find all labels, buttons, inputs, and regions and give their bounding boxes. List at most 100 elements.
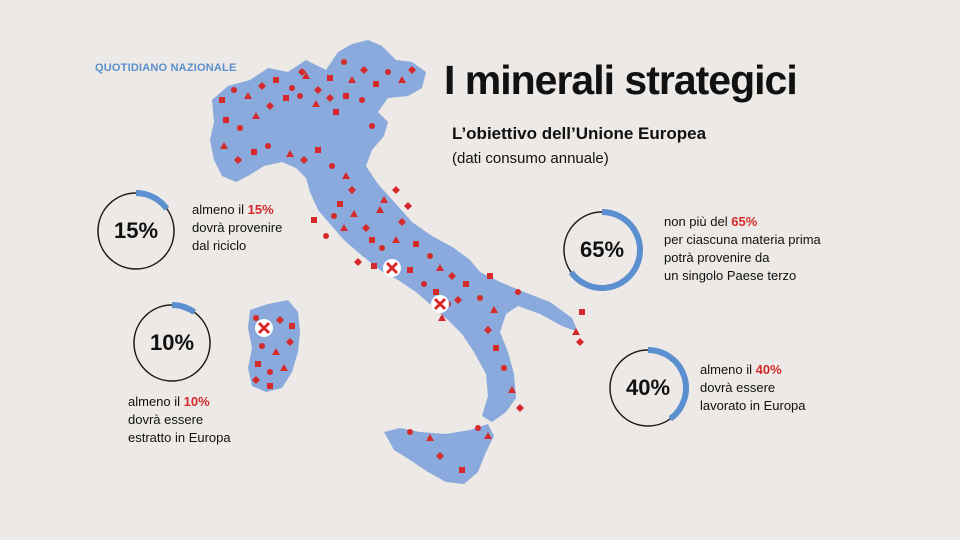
mine-marker: [252, 112, 260, 119]
mine-marker: [408, 66, 416, 74]
mine-marker: [354, 258, 362, 266]
mine-marker: [392, 236, 400, 243]
mine-marker: [337, 201, 343, 207]
mine-marker: [315, 147, 321, 153]
mine-markers: [219, 59, 585, 473]
ring-riciclo: 15%: [94, 189, 178, 273]
mine-marker: [343, 93, 349, 99]
mine-marker: [385, 69, 391, 75]
mine-marker: [329, 163, 335, 169]
mine-marker: [426, 434, 434, 441]
mine-marker: [398, 218, 406, 226]
mine-marker: [286, 150, 294, 157]
mine-marker: [459, 467, 465, 473]
data-note: (dati consumo annuale): [452, 150, 609, 167]
mine-marker: [219, 97, 225, 103]
mine-marker: [350, 210, 358, 217]
page-subtitle: L’obiettivo dell’Unione Europea: [452, 124, 707, 143]
mine-marker: [448, 272, 456, 280]
mine-marker: [220, 142, 228, 149]
major-site-x-icon: [433, 297, 447, 311]
mine-marker: [484, 326, 492, 334]
mine-marker: [266, 102, 274, 110]
mine-marker: [436, 452, 444, 460]
mine-marker: [407, 429, 413, 435]
mine-marker: [272, 348, 280, 355]
mine-marker: [379, 245, 385, 251]
mine-marker: [297, 93, 303, 99]
mine-marker: [341, 59, 347, 65]
mine-marker: [314, 86, 322, 94]
mine-marker: [490, 306, 498, 313]
mine-marker: [234, 156, 242, 164]
mine-marker: [253, 315, 259, 321]
ring-paese-terzo-value: 65%: [579, 237, 625, 262]
mine-marker: [454, 296, 462, 304]
mine-marker: [421, 281, 427, 287]
mine-marker: [255, 361, 261, 367]
mine-marker: [413, 241, 419, 247]
major-site-x-icon: [257, 321, 271, 335]
mine-marker: [289, 85, 295, 91]
goal-estratto-text: almeno il 10% dovrà essere estratto in E…: [128, 394, 231, 445]
ring-paese-terzo-progress: [568, 209, 643, 291]
mine-marker: [369, 123, 375, 129]
mine-marker: [576, 338, 584, 346]
mine-marker: [273, 77, 279, 83]
mine-marker: [369, 237, 375, 243]
mine-marker: [407, 267, 413, 273]
mine-marker: [376, 206, 384, 213]
mine-marker: [475, 425, 481, 431]
mine-marker: [267, 383, 273, 389]
mine-marker: [342, 172, 350, 179]
mine-marker: [516, 404, 524, 412]
mine-marker: [427, 253, 433, 259]
goal-paese-terzo-text: non più del 65% per ciascuna materia pri…: [664, 214, 821, 283]
goal-riciclo-text: almeno il 15% dovrà provenire dal ricicl…: [192, 202, 283, 253]
mine-marker: [493, 345, 499, 351]
ring-lavorato: 40%: [606, 346, 690, 430]
goal-lavorato-text: almeno il 40% dovrà essere lavorato in E…: [700, 362, 806, 413]
mine-marker: [362, 224, 370, 232]
mine-marker: [331, 213, 337, 219]
mine-marker: [477, 295, 483, 301]
mine-marker: [371, 263, 377, 269]
mine-marker: [231, 87, 237, 93]
mine-marker: [340, 224, 348, 231]
mine-marker: [280, 364, 288, 371]
mine-marker: [380, 196, 388, 203]
ring-estratto-value: 10%: [149, 330, 195, 355]
mine-marker: [311, 217, 317, 223]
mine-marker: [300, 156, 308, 164]
mine-marker: [286, 338, 294, 346]
mine-marker: [252, 376, 260, 384]
mine-marker: [438, 314, 446, 321]
mine-marker: [289, 323, 295, 329]
mine-marker: [327, 75, 333, 81]
mine-marker: [333, 109, 339, 115]
mine-marker: [258, 82, 266, 90]
mine-marker: [312, 100, 320, 107]
ring-lavorato-progress: [647, 347, 689, 422]
ring-lavorato-value: 40%: [625, 375, 671, 400]
ring-estratto-progress: [171, 302, 197, 315]
mine-marker: [348, 76, 356, 83]
mine-marker: [237, 125, 243, 131]
mine-marker: [267, 369, 273, 375]
mine-marker: [572, 328, 580, 335]
mine-marker: [276, 316, 284, 324]
mine-marker: [323, 233, 329, 239]
brand-label: QUOTIDIANO NAZIONALE: [95, 62, 237, 74]
mine-marker: [433, 289, 439, 295]
ring-paese-terzo: 65%: [560, 208, 644, 292]
mine-marker: [373, 81, 379, 87]
mine-marker: [326, 94, 334, 102]
mine-marker: [223, 117, 229, 123]
mine-marker: [508, 386, 516, 393]
page-title: I minerali strategici: [444, 57, 798, 103]
mine-marker: [392, 186, 400, 194]
mine-marker: [398, 76, 406, 83]
mine-marker: [463, 281, 469, 287]
mine-marker: [579, 309, 585, 315]
ring-riciclo-value: 15%: [113, 218, 159, 243]
